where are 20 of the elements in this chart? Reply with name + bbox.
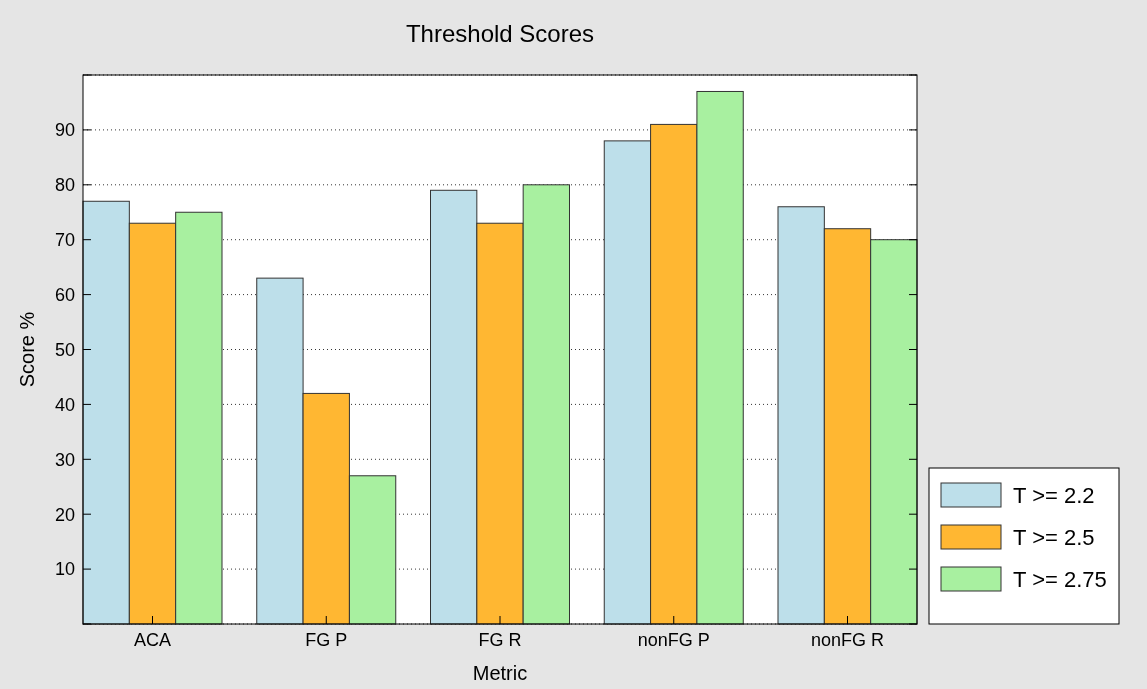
- y-axis-title: Score %: [16, 311, 38, 388]
- x-tick-label: nonFG P: [637, 630, 710, 650]
- chart-title: Threshold Scores: [405, 20, 595, 47]
- y-tick-label: 90: [54, 120, 75, 141]
- y-tick-label: 70: [54, 230, 75, 250]
- y-tick-label: 80: [54, 175, 75, 196]
- y-tick-label: 30: [54, 449, 75, 470]
- y-tick-label: 10: [54, 559, 75, 580]
- y-tick-label: 40: [54, 394, 75, 415]
- x-tick-label: nonFG R: [810, 630, 885, 650]
- x-tick-label: FG P: [305, 630, 348, 650]
- y-tick-label: 50: [54, 339, 75, 360]
- legend-label: T >= 2.5: [1013, 524, 1095, 550]
- y-tick-label: 60: [54, 284, 75, 305]
- x-tick-label: ACA: [133, 630, 172, 650]
- y-tick-label: 20: [54, 504, 75, 525]
- legend-label: T >= 2.2: [1013, 482, 1095, 508]
- legend-label: T >= 2.75: [1013, 566, 1107, 592]
- x-axis-title: Metric: [472, 662, 528, 684]
- x-tick-label: FG R: [478, 630, 522, 650]
